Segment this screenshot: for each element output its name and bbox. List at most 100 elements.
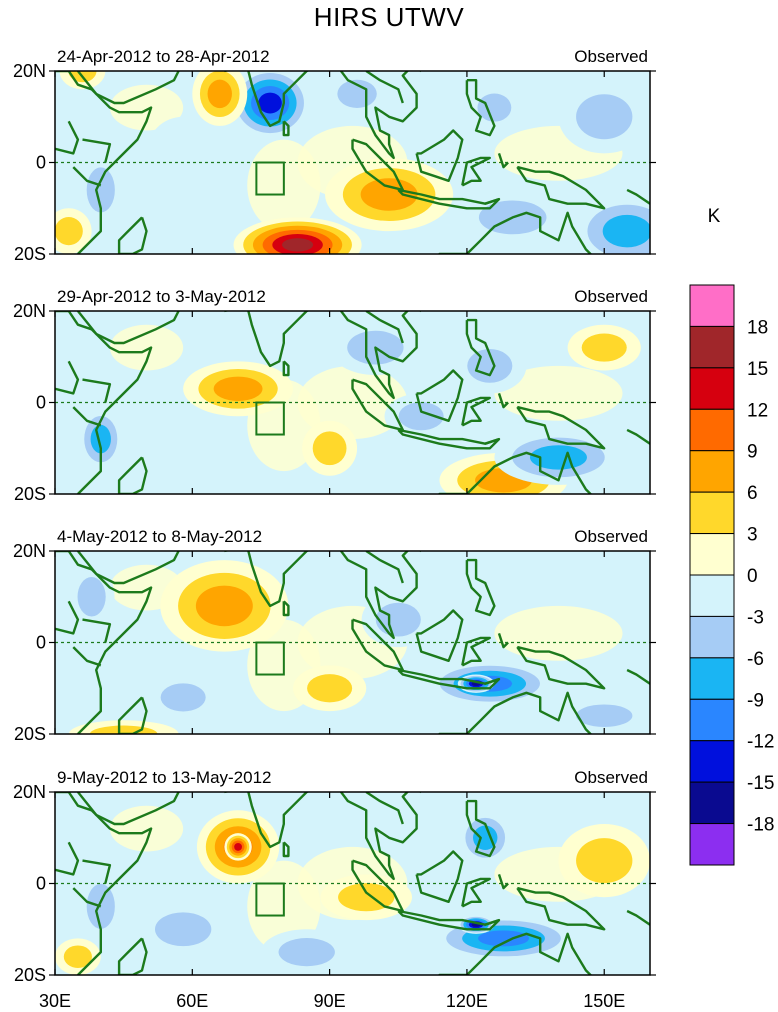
anomaly-contour — [360, 178, 418, 211]
y-tick-label: 0 — [36, 153, 46, 173]
colorbar-swatch — [689, 367, 735, 410]
coastline — [282, 841, 290, 858]
map-panel-2: 20N 0 20S 29-Apr-2012 to 3-May-2012 Observed — [13, 287, 656, 504]
coastline — [465, 318, 496, 377]
coastline — [224, 551, 310, 608]
y-tick-label: 0 — [36, 393, 46, 413]
colorbar-swatch — [689, 574, 735, 617]
anomaly-contour — [307, 674, 353, 703]
y-tick-label: 20S — [14, 724, 46, 744]
colorbar-label: 15 — [747, 359, 768, 380]
panel-observed-label: Observed — [574, 287, 648, 306]
coastline — [465, 558, 496, 617]
panel-observed-label: Observed — [574, 47, 648, 66]
anomaly-contour — [258, 92, 282, 114]
colorbar-swatch — [689, 740, 735, 783]
coastline — [438, 932, 593, 975]
anomaly-soft — [109, 84, 184, 131]
anomaly-contour — [477, 93, 512, 122]
coastline — [72, 646, 102, 667]
y-tick-label: 20S — [14, 244, 46, 264]
coastline — [76, 792, 180, 826]
y-tick-label: 20N — [13, 301, 46, 321]
anomaly-contour — [576, 838, 633, 884]
coastline — [461, 877, 491, 908]
anomaly-contour — [375, 602, 421, 637]
panel-observed-label: Observed — [574, 768, 648, 787]
coastline — [76, 551, 180, 585]
coastline — [626, 909, 650, 927]
coastline — [484, 437, 500, 445]
coastline — [72, 887, 102, 908]
colorbar-label: 6 — [747, 483, 758, 504]
colorbar-label: -6 — [747, 649, 764, 670]
x-axis: 30E 60E 90E 120E 150E — [39, 991, 625, 1011]
colorbar-label: -15 — [747, 773, 774, 794]
anomaly-contour — [89, 725, 158, 734]
coastline — [55, 792, 153, 975]
coastline — [282, 600, 290, 617]
coastline — [82, 618, 112, 643]
panel-period-label: 4-May-2012 to 8-May-2012 — [57, 527, 262, 546]
coastline — [117, 216, 148, 254]
anomaly-contour — [478, 930, 530, 947]
colorbar-label: 18 — [747, 317, 768, 338]
coastline — [117, 696, 148, 734]
coastline — [224, 71, 310, 128]
map-field — [55, 551, 650, 734]
coastline — [461, 636, 491, 667]
anomaly-contour — [282, 238, 314, 252]
coastline — [626, 428, 650, 446]
coastline — [82, 378, 112, 403]
coastline — [467, 288, 476, 302]
coastline — [351, 618, 404, 672]
coastline — [282, 360, 290, 377]
coastline — [55, 71, 153, 254]
region-box — [255, 161, 285, 196]
coastline — [72, 166, 102, 187]
coastline — [484, 677, 500, 685]
colorbar-swatch — [689, 450, 735, 493]
coastline — [365, 551, 404, 584]
colorbar-swatch — [689, 284, 735, 327]
coastline — [339, 792, 422, 881]
colorbar-swatch — [689, 657, 735, 700]
coastline — [76, 311, 180, 345]
coastline — [467, 48, 476, 62]
map-field — [55, 48, 650, 254]
coastline — [339, 71, 422, 160]
coastline — [497, 874, 509, 890]
map-panel-1: 20N 0 20S 24-Apr-2012 to 28-Apr-2012 Observe… — [13, 47, 656, 264]
coastline — [415, 369, 464, 422]
coastline — [282, 120, 290, 137]
region-box — [255, 641, 285, 676]
coastline — [351, 138, 404, 192]
coastline — [438, 211, 593, 254]
coastline — [415, 609, 464, 662]
colorbar-label: 3 — [747, 525, 758, 546]
coastline — [82, 859, 112, 884]
anomaly-soft — [109, 324, 184, 371]
x-tick-label: 60E — [176, 991, 208, 1011]
coastline — [339, 311, 422, 400]
coastline — [516, 165, 606, 210]
colorbar-label: 12 — [747, 400, 768, 421]
coastline — [438, 691, 593, 734]
y-tick-label: 20N — [13, 61, 46, 81]
coastline — [365, 71, 404, 104]
colorbar-swatch — [689, 533, 735, 576]
region-box — [255, 401, 285, 436]
anomaly-contour — [55, 217, 83, 246]
colorbar-label: -3 — [747, 607, 764, 628]
coastline — [626, 668, 650, 686]
panels-layer: 20N 0 20S 24-Apr-2012 to 28-Apr-2012 Observe… — [13, 47, 656, 985]
region-box — [255, 882, 285, 917]
map-field — [55, 288, 650, 494]
colorbar-label: 0 — [747, 566, 758, 587]
anomaly-contour — [207, 79, 232, 109]
colorbar-swatch — [689, 325, 735, 369]
coastline — [497, 633, 509, 649]
panel-observed-label: Observed — [574, 527, 648, 546]
anomaly-contour — [154, 912, 212, 947]
